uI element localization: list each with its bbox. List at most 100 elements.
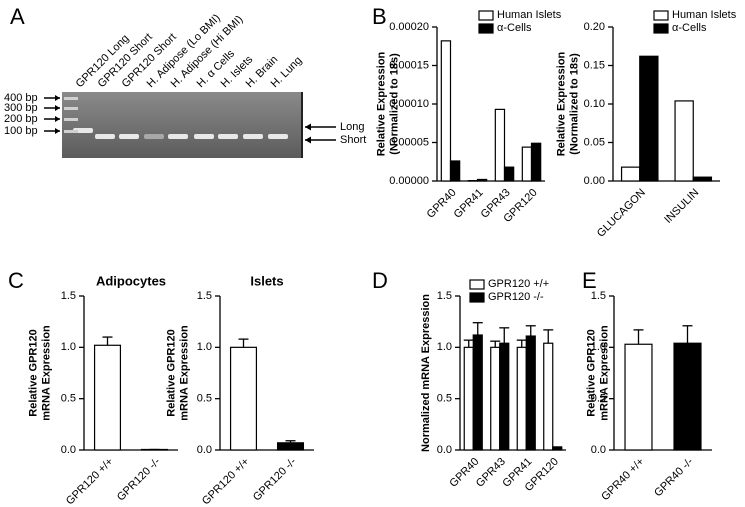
arrow-head bbox=[305, 123, 311, 131]
y-axis-label: Relative Expression bbox=[375, 51, 387, 156]
y-tick-label: 1.0 bbox=[197, 341, 212, 353]
legend-swatch bbox=[478, 10, 494, 21]
y-tick-label: 0.0 bbox=[61, 444, 76, 456]
bar bbox=[276, 442, 305, 451]
gel-band bbox=[194, 134, 214, 139]
bar bbox=[490, 346, 501, 451]
arrow-head bbox=[55, 105, 60, 111]
y-tick-label: 0.0 bbox=[437, 444, 452, 456]
y-axis-label: Normalized mRNA Expression bbox=[420, 294, 432, 452]
y-tick-label: 1.0 bbox=[591, 341, 606, 353]
x-tick-label: GPR120 +/+ bbox=[200, 456, 252, 507]
bar bbox=[673, 342, 702, 451]
y-tick-label: 1.5 bbox=[591, 290, 606, 302]
ladder-label: 200 bp bbox=[4, 113, 38, 125]
y-tick-label: 0.05 bbox=[584, 136, 605, 148]
bar bbox=[499, 342, 510, 451]
bar bbox=[674, 100, 694, 182]
gel-band bbox=[268, 134, 288, 139]
ladder-band bbox=[64, 107, 78, 110]
bar bbox=[93, 344, 122, 451]
bar bbox=[140, 448, 169, 451]
ladder-band bbox=[64, 118, 78, 121]
arrow-head bbox=[55, 128, 60, 134]
bar bbox=[516, 346, 527, 451]
bar bbox=[229, 346, 258, 451]
legend-swatch bbox=[653, 10, 669, 21]
bar bbox=[521, 146, 533, 182]
y-axis-label: Relative GPR120 bbox=[27, 329, 39, 416]
gel-band bbox=[144, 134, 164, 139]
bar bbox=[476, 178, 488, 182]
band-label: Long bbox=[340, 121, 364, 133]
bar bbox=[494, 108, 506, 182]
arrow-head bbox=[55, 116, 60, 122]
x-tick-label: GPR40 -/- bbox=[652, 455, 696, 499]
legend-label: Human Islets bbox=[497, 9, 562, 21]
y-tick-label: 0.00010 bbox=[389, 98, 429, 110]
y-tick-label: 1.5 bbox=[437, 290, 452, 302]
panel-label: E bbox=[582, 268, 597, 293]
legend-label: α-Cells bbox=[497, 22, 532, 34]
y-axis-label: mRNA Expression bbox=[40, 325, 52, 421]
ladder-label: 400 bp bbox=[4, 92, 38, 104]
gel-band bbox=[168, 134, 188, 139]
x-tick-label: GLUCAGON bbox=[595, 187, 648, 240]
x-tick-label: GPR40 +/+ bbox=[599, 456, 646, 503]
y-axis-label: Relative GPR120 bbox=[165, 329, 177, 416]
bar bbox=[472, 334, 483, 451]
y-tick-label: 0.00 bbox=[584, 175, 605, 187]
y-axis-label: (Normalized to 18s) bbox=[568, 53, 580, 155]
gel-band bbox=[95, 134, 115, 139]
legend-label: GPR120 -/- bbox=[488, 291, 544, 303]
y-axis-label: Relative GPR120 bbox=[585, 329, 597, 416]
y-axis-label: Relative Expression bbox=[555, 51, 567, 156]
y-tick-label: 1.5 bbox=[197, 290, 212, 302]
y-tick-label: 1.0 bbox=[61, 341, 76, 353]
ladder-label: 100 bp bbox=[4, 125, 38, 137]
legend-label: Human Islets bbox=[672, 9, 737, 21]
panel-label: A bbox=[10, 4, 25, 29]
y-tick-label: 0.15 bbox=[584, 59, 605, 71]
legend-swatch bbox=[653, 23, 669, 34]
y-tick-label: 0.0 bbox=[197, 444, 212, 456]
ladder-band bbox=[64, 97, 78, 100]
gel-band bbox=[218, 134, 238, 139]
bar bbox=[525, 335, 536, 451]
x-tick-label: GPR41 bbox=[452, 187, 486, 221]
panel-label: C bbox=[8, 268, 24, 293]
bar bbox=[552, 447, 563, 451]
y-tick-label: 0.5 bbox=[437, 393, 452, 405]
bar bbox=[463, 346, 474, 451]
bar bbox=[543, 342, 554, 451]
y-tick-label: 0.5 bbox=[61, 393, 76, 405]
ladder-band bbox=[64, 130, 78, 133]
legend-swatch bbox=[478, 23, 494, 34]
y-tick-label: 0.20 bbox=[584, 21, 605, 33]
chart-title: Islets bbox=[250, 273, 283, 288]
x-tick-label: GPR120 +/+ bbox=[64, 456, 116, 507]
y-axis-label: mRNA Expression bbox=[598, 325, 610, 421]
bar bbox=[620, 166, 641, 182]
chart-title: Adipocytes bbox=[96, 273, 166, 288]
x-tick-label: GPR40 bbox=[425, 187, 459, 221]
legend-label: GPR120 +/+ bbox=[488, 278, 549, 290]
gel-band bbox=[243, 134, 263, 139]
y-tick-label: 0.10 bbox=[584, 98, 605, 110]
y-tick-label: 0.5 bbox=[197, 393, 212, 405]
y-tick-label: 0.00000 bbox=[389, 175, 429, 187]
bar bbox=[449, 160, 461, 182]
bar bbox=[530, 142, 542, 182]
band-label: Short bbox=[340, 134, 366, 146]
arrow-head bbox=[305, 136, 311, 144]
gel-image bbox=[62, 92, 302, 158]
bar bbox=[503, 166, 515, 182]
x-tick-label: GPR120 -/- bbox=[115, 455, 163, 503]
panel-label: B bbox=[372, 4, 387, 29]
ladder-label: 300 bp bbox=[4, 102, 38, 114]
y-tick-label: 0.0 bbox=[591, 444, 606, 456]
legend-swatch bbox=[469, 292, 485, 303]
bar bbox=[624, 343, 653, 451]
y-axis-label: (Normalized to 18s) bbox=[388, 53, 400, 155]
